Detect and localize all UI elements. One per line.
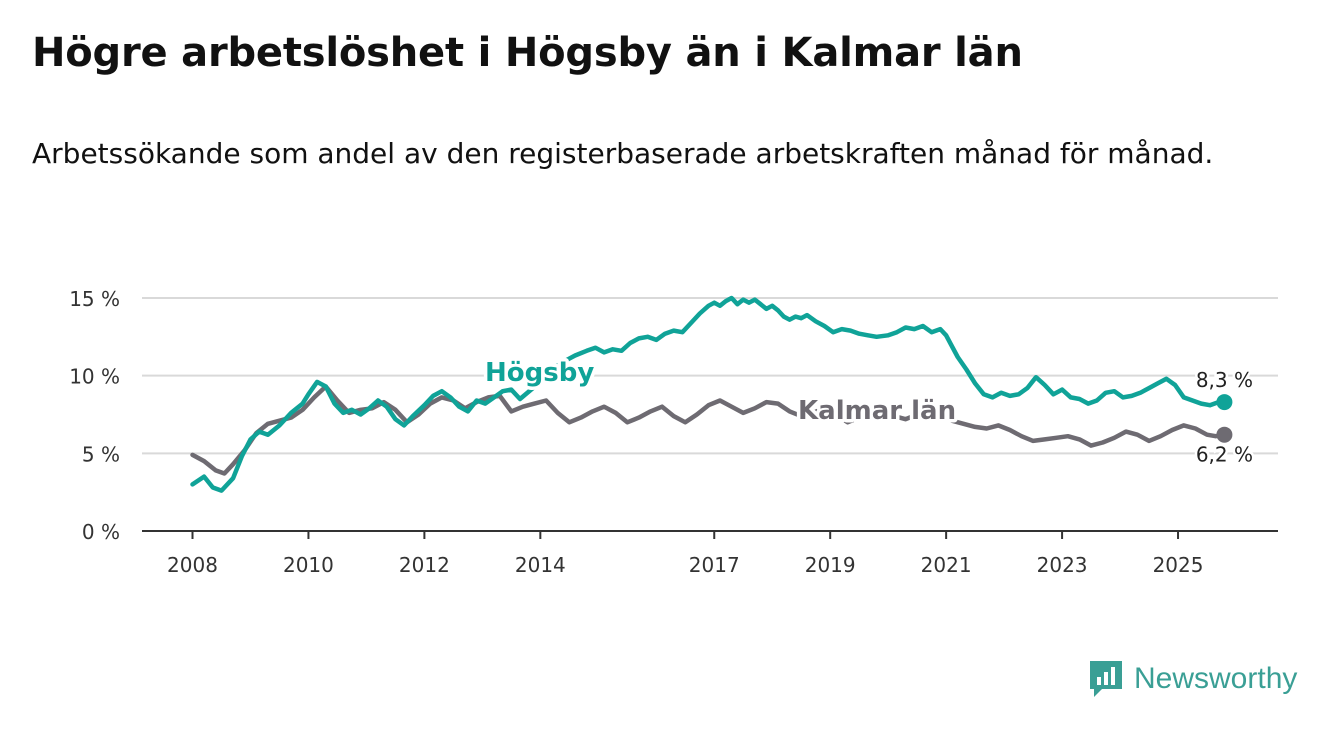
chart-title: Högre arbetslöshet i Högsby än i Kalmar … bbox=[32, 30, 1023, 76]
grid-lines bbox=[142, 297, 1278, 455]
y-tick-label: 5 % bbox=[82, 442, 120, 466]
hogsby-series-label: Högsby bbox=[485, 358, 594, 388]
kalmar-lan-series-label: Kalmar län bbox=[798, 396, 956, 426]
series-labels: Högsby Kalmar län 8,3 % 6,2 % bbox=[482, 355, 1256, 470]
brand-name: Newsworthy bbox=[1134, 662, 1298, 695]
series-lines bbox=[190, 295, 1233, 493]
x-tick-label: 2019 bbox=[805, 553, 856, 577]
x-tick-label: 2010 bbox=[283, 553, 334, 577]
kalmar-lan-end-point bbox=[1216, 426, 1233, 443]
x-tick-label: 2017 bbox=[689, 553, 740, 577]
y-tick-label: 0 % bbox=[82, 520, 120, 544]
axes: 0 % 5 % 10 % 15 % 2008 2010 2012 2014 2017 2019 20… bbox=[69, 287, 1278, 577]
bar-chart-logo-icon bbox=[1090, 661, 1122, 697]
y-tick-label: 15 % bbox=[69, 287, 120, 311]
x-tick-label: 2021 bbox=[921, 553, 972, 577]
kalmar-lan-line bbox=[190, 384, 1227, 476]
hogsby-end-value-label: 8,3 % bbox=[1196, 368, 1253, 392]
kalmar-lan-end-value-label: 6,2 % bbox=[1196, 443, 1253, 467]
x-tick-label: 2008 bbox=[167, 553, 218, 577]
x-tick-label: 2023 bbox=[1037, 553, 1088, 577]
hogsby-end-point bbox=[1216, 394, 1233, 411]
x-tick-label: 2014 bbox=[515, 553, 566, 577]
hogsby-line bbox=[190, 295, 1227, 493]
x-tick-label: 2025 bbox=[1153, 553, 1204, 577]
chart-subtitle: Arbetssökande som andel av den registerb… bbox=[32, 137, 1214, 170]
x-tick-label: 2012 bbox=[399, 553, 450, 577]
newsworthy-brand[interactable]: Newsworthy bbox=[1088, 659, 1297, 699]
y-tick-label: 10 % bbox=[69, 365, 120, 389]
